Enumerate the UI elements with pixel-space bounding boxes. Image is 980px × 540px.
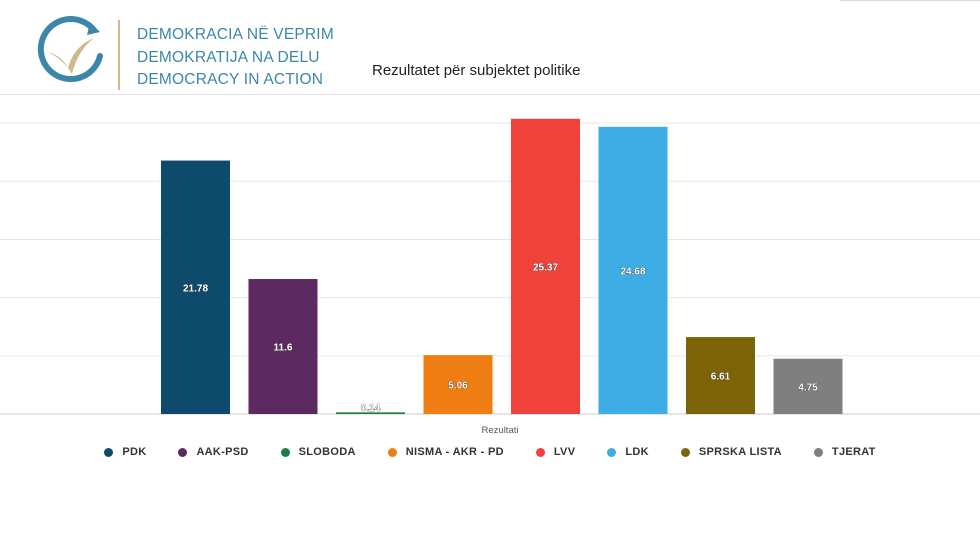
bar-tjerat[interactable] [773,358,843,414]
legend-label: TJERAT [831,446,876,458]
legend-item[interactable]: NISMA - AKR - PD [387,446,504,458]
legend-label: SLOBODA [298,446,356,458]
bar-sprska-lista[interactable] [686,337,755,414]
data-label: 4.75 [798,382,818,393]
legend-item[interactable]: TJERAT [813,446,876,458]
legend-marker [104,447,114,457]
legend-label: AAK-PSD [196,446,249,458]
legend-item[interactable]: SLOBODA [280,446,356,458]
logo-separator [118,20,120,90]
legend-marker [680,447,690,457]
value-labels: 21.78 11.6 0.14 5.06 25.37 24.68 6.61 4.75 [183,262,819,414]
header-divider [0,94,980,95]
legend-label: SPRSKA LISTA [698,446,782,458]
legend-label: LDK [625,446,649,458]
legend-marker [280,447,290,457]
legend-marker [178,447,188,457]
org-name-albanian: DEMOKRACIA NË VEPRIM [137,26,334,43]
bars [161,118,843,414]
data-label: 24.68 [620,266,645,277]
bar-lvv[interactable] [511,118,580,414]
legend-marker [607,447,617,457]
data-label: 21.78 [183,283,208,294]
chart-legend: PDK AAK-PSD SLOBODA NISMA - AKR - PD LVV LDK S… [0,446,980,458]
org-name-english: DEMOCRACY IN ACTION [137,71,324,88]
legend-label: NISMA - AKR - PD [405,446,504,458]
legend-item[interactable]: PDK [104,446,146,458]
legend-label: LVV [553,446,576,458]
organization-logo [37,16,103,83]
legend-item[interactable]: LVV [535,446,576,458]
legend-marker [813,447,823,457]
data-label: 11.6 [274,343,293,354]
legend-marker [535,447,545,457]
bar-sloboda[interactable] [336,412,405,414]
chart-title: Rezultatet për subjektet politike [372,62,581,79]
data-label: 25.37 [533,262,558,273]
data-label: 6.61 [711,372,731,383]
bar-nisma-akr-pd[interactable] [423,355,493,414]
bar-chart: 21.78 11.6 0.14 5.06 25.37 24.68 6.61 4.75 Rezu… [0,118,980,436]
organization-name: DEMOKRACIA NË VEPRIM DEMOKRATIJA NA DELU… [137,24,334,92]
bar-ldk[interactable] [598,126,668,414]
legend-item[interactable]: SPRSKA LISTA [680,446,782,458]
bar-aak-psd[interactable] [248,279,318,414]
data-label: 0.14 [361,403,381,414]
org-name-serbian: DEMOKRATIJA NA DELU [137,48,320,66]
bar-pdk[interactable] [161,160,230,414]
legend-label: PDK [122,446,147,458]
x-axis-label: Rezultati [482,425,519,436]
legend-item[interactable]: LDK [607,446,649,458]
data-label: 5.06 [448,381,468,392]
top-right-divider [840,0,980,1]
legend-marker [387,447,397,457]
legend-item[interactable]: AAK-PSD [178,446,248,458]
